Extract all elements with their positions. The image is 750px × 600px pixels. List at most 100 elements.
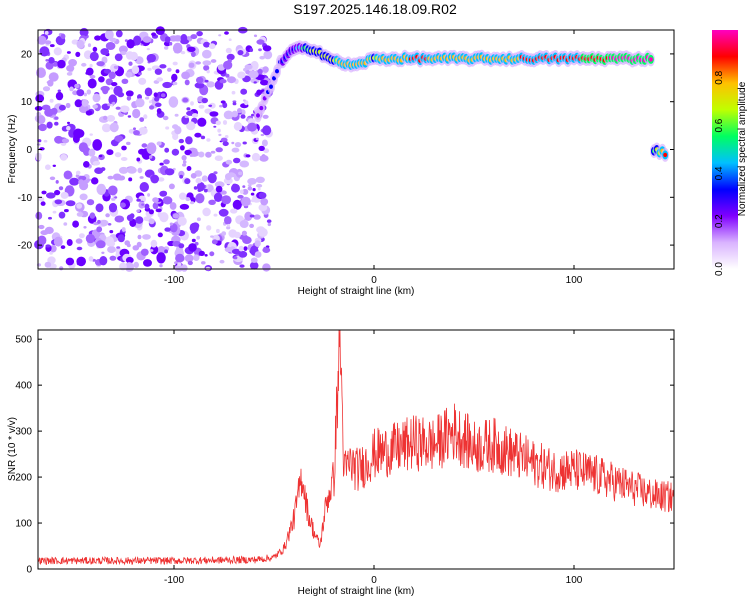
noise-speckle <box>177 216 187 226</box>
noise-speckle <box>89 74 96 79</box>
noise-speckle <box>60 33 66 40</box>
noise-speckle <box>167 67 172 72</box>
noise-speckle <box>115 106 121 110</box>
noise-speckle <box>216 228 220 234</box>
noise-speckle <box>266 219 272 223</box>
noise-speckle <box>44 30 49 35</box>
noise-speckle <box>263 148 270 154</box>
noise-speckle <box>234 142 242 148</box>
noise-speckle <box>195 61 201 65</box>
noise-speckle <box>78 104 89 114</box>
noise-speckle <box>133 127 136 131</box>
spectrogram-x-axis-label: Height of straight line (km) <box>298 286 415 297</box>
noise-speckle <box>146 48 150 51</box>
noise-speckle <box>92 104 98 109</box>
noise-speckle <box>190 173 197 179</box>
noise-speckle <box>224 31 229 35</box>
noise-speckle <box>239 264 245 268</box>
noise-speckle <box>66 64 75 72</box>
y-tick-label: 400 <box>15 381 32 392</box>
noise-speckle <box>147 67 152 71</box>
noise-speckle <box>49 176 56 181</box>
noise-speckle <box>221 195 232 205</box>
noise-speckle <box>198 250 205 256</box>
noise-speckle <box>169 222 174 226</box>
noise-speckle <box>206 225 212 231</box>
noise-speckle <box>201 175 208 182</box>
noise-speckle <box>133 261 139 268</box>
noise-speckle <box>178 243 185 249</box>
noise-speckle <box>213 213 218 217</box>
noise-speckle <box>74 83 80 89</box>
noise-speckle <box>127 115 132 118</box>
y-tick-label: 100 <box>15 519 32 530</box>
noise-speckle <box>109 37 117 42</box>
noise-speckle <box>108 94 118 105</box>
noise-speckle <box>104 29 114 40</box>
noise-speckle <box>185 197 191 202</box>
noise-speckle <box>78 142 88 153</box>
noise-speckle <box>140 248 149 256</box>
noise-speckle <box>258 203 268 212</box>
noise-speckle <box>208 199 216 205</box>
noise-speckle <box>83 92 87 97</box>
colorbar-tick-label: 0.8 <box>714 70 725 84</box>
noise-speckle <box>188 243 197 252</box>
noise-speckle <box>258 145 265 151</box>
noise-speckle <box>111 82 118 87</box>
noise-speckle <box>203 188 208 193</box>
noise-speckle <box>145 96 150 100</box>
noise-speckle <box>138 126 148 135</box>
noise-speckle <box>231 147 240 153</box>
noise-speckle <box>66 51 71 54</box>
colorbar: 0.0 0.2 0.4 0.6 0.8 Normalized spectral ampl… <box>712 30 748 276</box>
doppler-trace-core <box>269 84 273 89</box>
noise-speckle <box>92 46 98 52</box>
noise-speckle <box>96 61 105 67</box>
noise-speckle <box>211 239 218 245</box>
noise-speckle <box>249 261 259 270</box>
noise-speckle <box>38 224 45 230</box>
noise-speckle <box>177 262 182 266</box>
noise-speckle <box>53 61 58 67</box>
noise-speckle <box>107 175 114 180</box>
noise-speckle <box>249 214 255 218</box>
noise-speckle <box>159 264 163 268</box>
noise-speckle <box>83 161 90 168</box>
noise-speckle <box>39 46 50 57</box>
noise-speckle <box>87 43 92 48</box>
noise-speckle <box>162 115 169 121</box>
noise-speckle <box>196 217 201 222</box>
noise-speckle <box>239 160 250 168</box>
noise-speckle <box>108 71 116 80</box>
noise-speckle <box>169 202 177 210</box>
noise-speckle <box>61 138 70 144</box>
noise-speckle <box>184 79 190 86</box>
page-title: S197.2025.146.18.09.R02 <box>293 1 457 17</box>
noise-speckle <box>150 239 158 248</box>
noise-speckle <box>198 151 205 158</box>
noise-speckle <box>259 155 269 162</box>
noise-speckle <box>118 45 128 54</box>
noise-speckle <box>88 148 96 157</box>
noise-speckle <box>194 82 205 89</box>
noise-speckle <box>76 256 86 267</box>
noise-speckle <box>262 114 269 119</box>
noise-speckle <box>140 43 144 46</box>
noise-speckle <box>256 226 266 234</box>
noise-speckle <box>164 168 175 176</box>
noise-speckle <box>180 38 190 45</box>
noise-speckle <box>187 46 196 52</box>
noise-speckle <box>174 113 179 117</box>
noise-speckle <box>103 68 112 74</box>
noise-speckle <box>139 182 149 192</box>
noise-speckle <box>215 185 223 193</box>
noise-speckle <box>89 51 99 62</box>
noise-speckle <box>232 100 237 103</box>
noise-speckle <box>153 92 158 98</box>
noise-speckle <box>125 90 134 97</box>
noise-speckle <box>255 176 265 183</box>
noise-speckle <box>157 177 165 182</box>
noise-speckle <box>179 174 184 179</box>
